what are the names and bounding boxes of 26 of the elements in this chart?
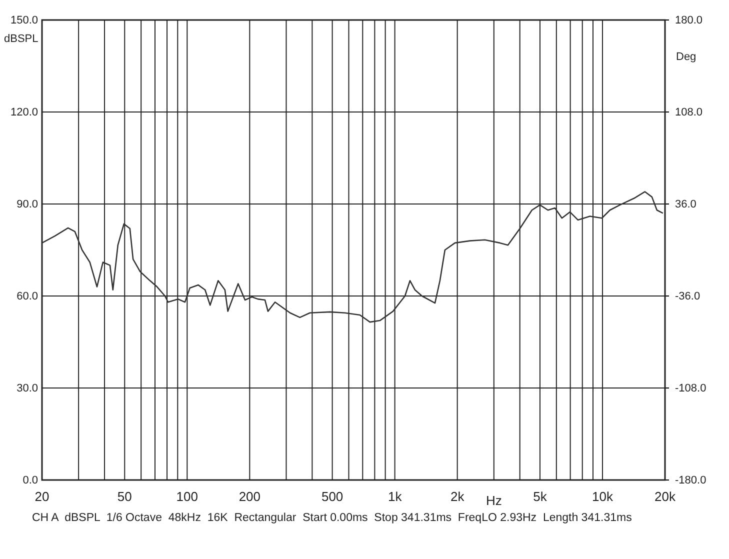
y-axis-title: dBSPL	[4, 33, 38, 45]
y2-tick-label: 36.0	[675, 198, 696, 211]
x-axis-title: Hz	[486, 493, 502, 508]
x-tick-label: 50	[117, 489, 132, 504]
y-tick-label: 90.0	[16, 198, 38, 211]
x-tick-label: 20	[34, 489, 50, 504]
x-tick-label: 20k	[654, 489, 676, 504]
y2-tick-label: -36.0	[675, 290, 700, 303]
y2-tick-label: 180.0	[675, 14, 703, 27]
y-tick-label: 120.0	[10, 106, 38, 119]
x-tick-label: 10k	[592, 489, 614, 504]
y-tick-label: 150.0	[10, 14, 38, 27]
y-tick-label: 30.0	[16, 382, 38, 395]
y2-axis-title: Deg	[676, 51, 696, 63]
x-tick-label: 5k	[533, 489, 548, 504]
y2-tick-label: 108.0	[675, 106, 703, 119]
x-tick-label: 200	[238, 489, 261, 504]
y-tick-label: 0.0	[22, 474, 38, 487]
y2-tick-label: -180.0	[675, 474, 706, 487]
x-tick-label: 1k	[388, 489, 402, 504]
y2-tick-label: -108.0	[675, 382, 706, 395]
y-tick-label: 60.0	[16, 290, 38, 303]
text: CH A dBSPL 1/6 Octave 48kHz 16K Rectangular Start 0.00ms Stop 341.31ms FreqLO 2.93Hz Length 341.31ms	[32, 512, 632, 524]
x-tick-label: 100	[176, 489, 198, 504]
x-tick-label: 500	[321, 489, 344, 504]
x-tick-label: 2k	[450, 489, 465, 504]
